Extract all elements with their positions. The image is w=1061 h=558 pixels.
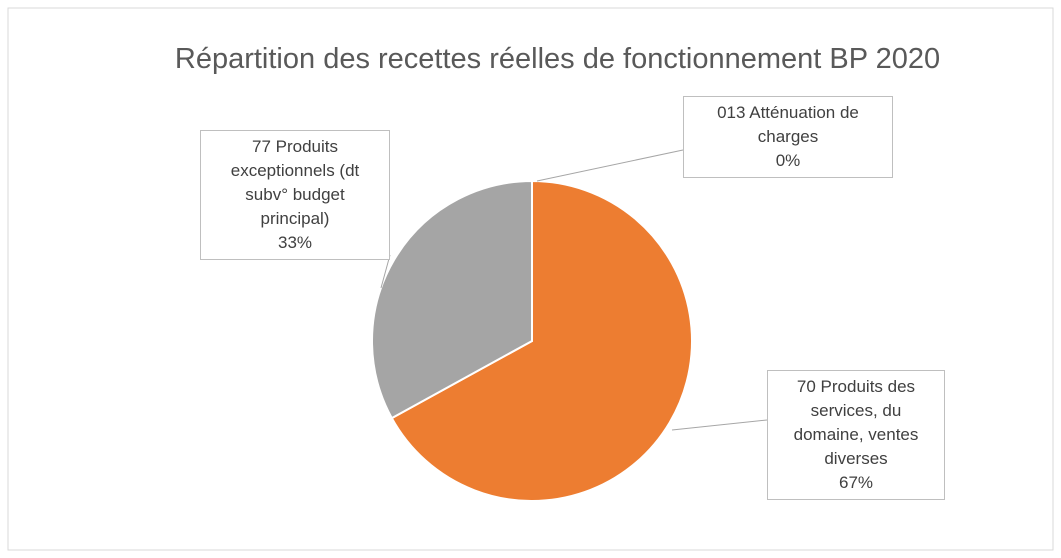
label-value: 33% <box>277 233 313 252</box>
data-label: 013 Atténuation de charges 0% <box>683 96 893 178</box>
label-value: 0% <box>775 151 801 170</box>
leader-line <box>671 419 768 431</box>
pie-slice <box>371 179 533 420</box>
pie-slice <box>390 179 693 502</box>
data-label: 70 Produits des services, du domaine, ve… <box>767 370 945 500</box>
leader-line <box>536 149 684 182</box>
data-label: 77 Produits exceptionnels (dt subv° budg… <box>200 130 390 260</box>
label-category: 70 Produits des services, du domaine, ve… <box>793 377 919 468</box>
label-category: 013 Atténuation de charges <box>717 103 859 146</box>
label-value: 67% <box>838 473 874 492</box>
label-category: 77 Produits exceptionnels (dt subv° budg… <box>230 137 360 228</box>
leader-line <box>380 254 391 289</box>
chart-title: Répartition des recettes réelles de fonc… <box>174 43 941 75</box>
